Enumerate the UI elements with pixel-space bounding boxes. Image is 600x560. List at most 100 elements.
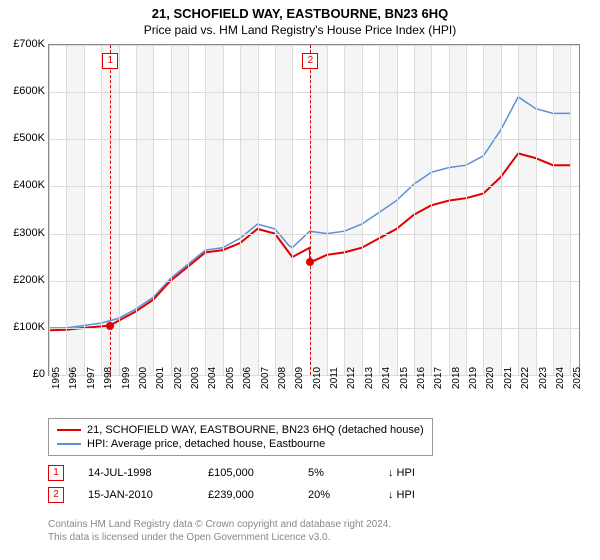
y-tick-label: £700K [3,38,45,50]
legend: 21, SCHOFIELD WAY, EASTBOURNE, BN23 6HQ … [48,418,433,456]
y-tick-label: £400K [3,179,45,191]
x-tick-label: 2006 [242,367,253,389]
event-vs: ↓ HPI [388,489,415,501]
y-tick-label: £600K [3,85,45,97]
footer-line: Contains HM Land Registry data © Crown c… [48,518,391,531]
event-vs: ↓ HPI [388,467,415,479]
x-tick-label: 1996 [68,367,79,389]
line-layer [49,45,579,375]
y-tick-label: £200K [3,274,45,286]
legend-swatch [57,443,81,445]
legend-item: 21, SCHOFIELD WAY, EASTBOURNE, BN23 6HQ … [57,423,424,437]
gridline-v [362,45,363,375]
x-tick-label: 1998 [103,367,114,389]
legend-label: 21, SCHOFIELD WAY, EASTBOURNE, BN23 6HQ … [87,424,424,436]
event-price: £239,000 [208,489,308,501]
chart-container: 21, SCHOFIELD WAY, EASTBOURNE, BN23 6HQ … [0,0,600,560]
gridline-v [258,45,259,375]
gridline-h [49,92,579,93]
plot-area: 12 [48,44,580,376]
gridline-v [431,45,432,375]
gridline-v [501,45,502,375]
x-tick-label: 2000 [138,367,149,389]
event-marker-icon: 2 [48,487,64,503]
gridline-h [49,234,579,235]
gridline-v [466,45,467,375]
y-tick-label: £0 [3,368,45,380]
x-tick-label: 1997 [86,367,97,389]
legend-item: HPI: Average price, detached house, East… [57,437,424,451]
gridline-v [66,45,67,375]
y-tick-label: £500K [3,132,45,144]
gridline-v [205,45,206,375]
x-tick-label: 1999 [121,367,132,389]
event-line [310,45,311,375]
gridline-v [518,45,519,375]
event-row: 2 15-JAN-2010 £239,000 20% ↓ HPI [48,484,415,506]
x-tick-label: 2021 [503,367,514,389]
event-marker-icon: 1 [102,53,118,69]
event-row: 1 14-JUL-1998 £105,000 5% ↓ HPI [48,462,415,484]
footer-attribution: Contains HM Land Registry data © Crown c… [48,518,391,544]
gridline-v [240,45,241,375]
x-tick-label: 1995 [51,367,62,389]
x-tick-label: 2013 [364,367,375,389]
x-tick-label: 2022 [520,367,531,389]
event-pct: 20% [308,489,388,501]
gridline-v [327,45,328,375]
x-tick-label: 2002 [173,367,184,389]
x-tick-label: 2020 [485,367,496,389]
x-tick-label: 2019 [468,367,479,389]
y-tick-label: £100K [3,321,45,333]
legend-label: HPI: Average price, detached house, East… [87,438,325,450]
event-date: 14-JUL-1998 [88,467,208,479]
x-tick-label: 2004 [207,367,218,389]
x-tick-label: 2016 [416,367,427,389]
x-tick-label: 2012 [346,367,357,389]
chart-title: 21, SCHOFIELD WAY, EASTBOURNE, BN23 6HQ [0,0,600,21]
gridline-v [223,45,224,375]
gridline-v [49,45,50,375]
legend-swatch [57,429,81,431]
x-tick-label: 2005 [225,367,236,389]
gridline-h [49,281,579,282]
x-tick-label: 2014 [381,367,392,389]
gridline-v [414,45,415,375]
y-tick-label: £300K [3,227,45,239]
events-table: 1 14-JUL-1998 £105,000 5% ↓ HPI 2 15-JAN… [48,462,415,506]
gridline-v [397,45,398,375]
x-tick-label: 2009 [294,367,305,389]
gridline-h [49,328,579,329]
gridline-h [49,139,579,140]
gridline-v [449,45,450,375]
gridline-h [49,186,579,187]
event-marker-icon: 2 [302,53,318,69]
gridline-v [101,45,102,375]
event-dot [106,322,114,330]
event-date: 15-JAN-2010 [88,489,208,501]
gridline-v [553,45,554,375]
x-tick-label: 2011 [329,367,340,389]
x-tick-label: 2003 [190,367,201,389]
gridline-v [136,45,137,375]
x-tick-label: 2001 [155,367,166,389]
event-marker-icon: 1 [48,465,64,481]
gridline-v [153,45,154,375]
gridline-v [536,45,537,375]
gridline-v [292,45,293,375]
gridline-v [570,45,571,375]
chart-subtitle: Price paid vs. HM Land Registry's House … [0,21,600,37]
gridline-v [171,45,172,375]
x-tick-label: 2007 [260,367,271,389]
x-tick-label: 2024 [555,367,566,389]
gridline-v [379,45,380,375]
x-tick-label: 2023 [538,367,549,389]
x-tick-label: 2017 [433,367,444,389]
gridline-v [483,45,484,375]
gridline-v [275,45,276,375]
x-tick-label: 2025 [572,367,583,389]
x-tick-label: 2018 [451,367,462,389]
event-price: £105,000 [208,467,308,479]
gridline-v [84,45,85,375]
gridline-v [119,45,120,375]
